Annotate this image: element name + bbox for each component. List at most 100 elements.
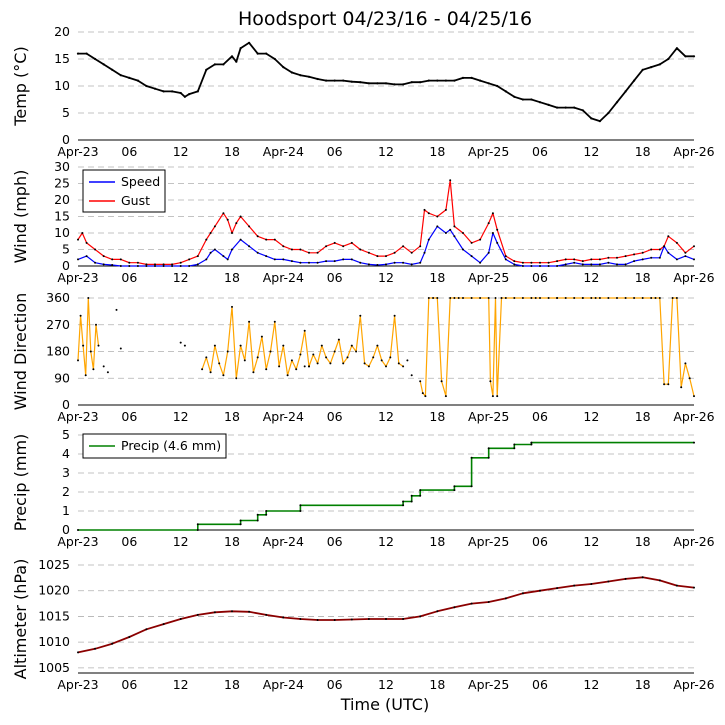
altimeter-data-point [299,618,302,620]
temp-data-point [581,109,584,112]
gust-data-point [581,260,584,263]
precip-data-point [410,494,413,497]
x-tick-label: Apr-24 [263,677,304,692]
direction-data-point [84,374,87,377]
gust-data-point [205,238,208,241]
temp-data-point [128,76,131,79]
x-tick-label: 06 [327,270,343,285]
precip-data-point [402,504,405,507]
temp-data-point [538,101,542,104]
gust-series-line [77,179,695,265]
speed-series-line [77,225,695,267]
gust-data-point [573,258,576,261]
precip-data-point [299,510,302,512]
speed-data-point [616,263,618,266]
speed-data-point [633,260,636,263]
gust-data-point [196,255,199,258]
gust-data-point [684,251,687,254]
direction-data-point [316,362,319,365]
speed-data-point [675,258,678,261]
gust-data-point [590,258,593,261]
x-tick-label: 18 [429,144,445,159]
temp-data-point [265,52,268,55]
speed-data-point [325,260,328,263]
direction-data-point [397,362,400,365]
speed-data-point [590,263,593,266]
temp-data-point [598,120,602,123]
gust-data-point [658,248,661,251]
gust-data-point [462,232,464,234]
wind-legend: Speed Gust [82,169,166,213]
altimeter-data-point [675,584,678,587]
x-tick-label: 12 [583,534,599,549]
gust-data-point [402,245,405,248]
temp-data-point [684,55,687,58]
speed-data-point [162,265,165,267]
legend-label: Gust [121,193,150,208]
direction-data-point [95,323,97,326]
direction-data-point [402,365,405,368]
gust-data-point [419,245,422,248]
x-tick-label: 12 [173,534,189,549]
direction-data-point [462,297,464,299]
gust-data-point [136,261,139,264]
altimeter-data-point [145,628,148,631]
temp-data-point [325,79,328,82]
legend-box [82,169,166,213]
temp-data-point [667,57,670,61]
speed-data-point [650,256,653,259]
x-tick-label: 12 [378,409,394,424]
temp-data-point [479,79,482,82]
temp-data-point [76,52,80,55]
gust-data-point [444,208,447,211]
temp-data-point [513,95,516,98]
direction-data-point [363,362,366,365]
direction-data-point [663,383,666,386]
temp-data-point [564,106,567,109]
altimeter-data-point [470,602,473,605]
direction-data-point [594,297,597,299]
x-tick-label: Apr-25 [468,677,509,692]
x-tick-label: 06 [532,409,548,424]
speed-data-point [607,261,610,264]
direction-data-point [205,356,208,359]
gust-data-point [521,261,524,264]
direction-data-point [231,305,233,308]
speed-data-point [581,263,584,266]
direction-data-point [329,362,332,365]
temp-data-point [171,90,174,93]
precip-data-point [239,519,242,522]
y-tick-label: 1025 [38,557,70,572]
precip-data-point [530,443,533,446]
speed-data-point [290,260,293,263]
precip-data-point [196,529,199,531]
x-axis-label: Time (UTC) [340,695,429,714]
speed-data-point [402,261,405,264]
direction-data-point [102,365,105,368]
direction-data-point [684,362,687,365]
precip-data-point [239,523,242,526]
speed-data-point [359,261,362,264]
y-tick-label: 30 [54,159,70,174]
altimeter-data-point [282,616,285,619]
gust-data-point [282,245,285,248]
altimeter-data-point [624,577,627,580]
direction-data-point [530,297,533,299]
speed-data-point [333,260,336,263]
gust-data-point [248,225,251,228]
temp-data-point [402,83,405,86]
temp-data-point [641,68,644,71]
temp-data-point [547,103,550,106]
temp-data-point [94,57,97,61]
direction-data-point [286,374,289,377]
temp-data-point [333,79,336,82]
altimeter-data-point [504,597,507,600]
temp-data-point [273,57,276,61]
direction-data-point [607,297,610,299]
temp-data-point [419,81,422,84]
y-tick-label: 2 [62,484,70,499]
temp-data-point [590,117,593,120]
gust-data-point [393,251,396,254]
figure-title: Hoodsport 04/23/16 - 04/25/16 [238,8,532,30]
